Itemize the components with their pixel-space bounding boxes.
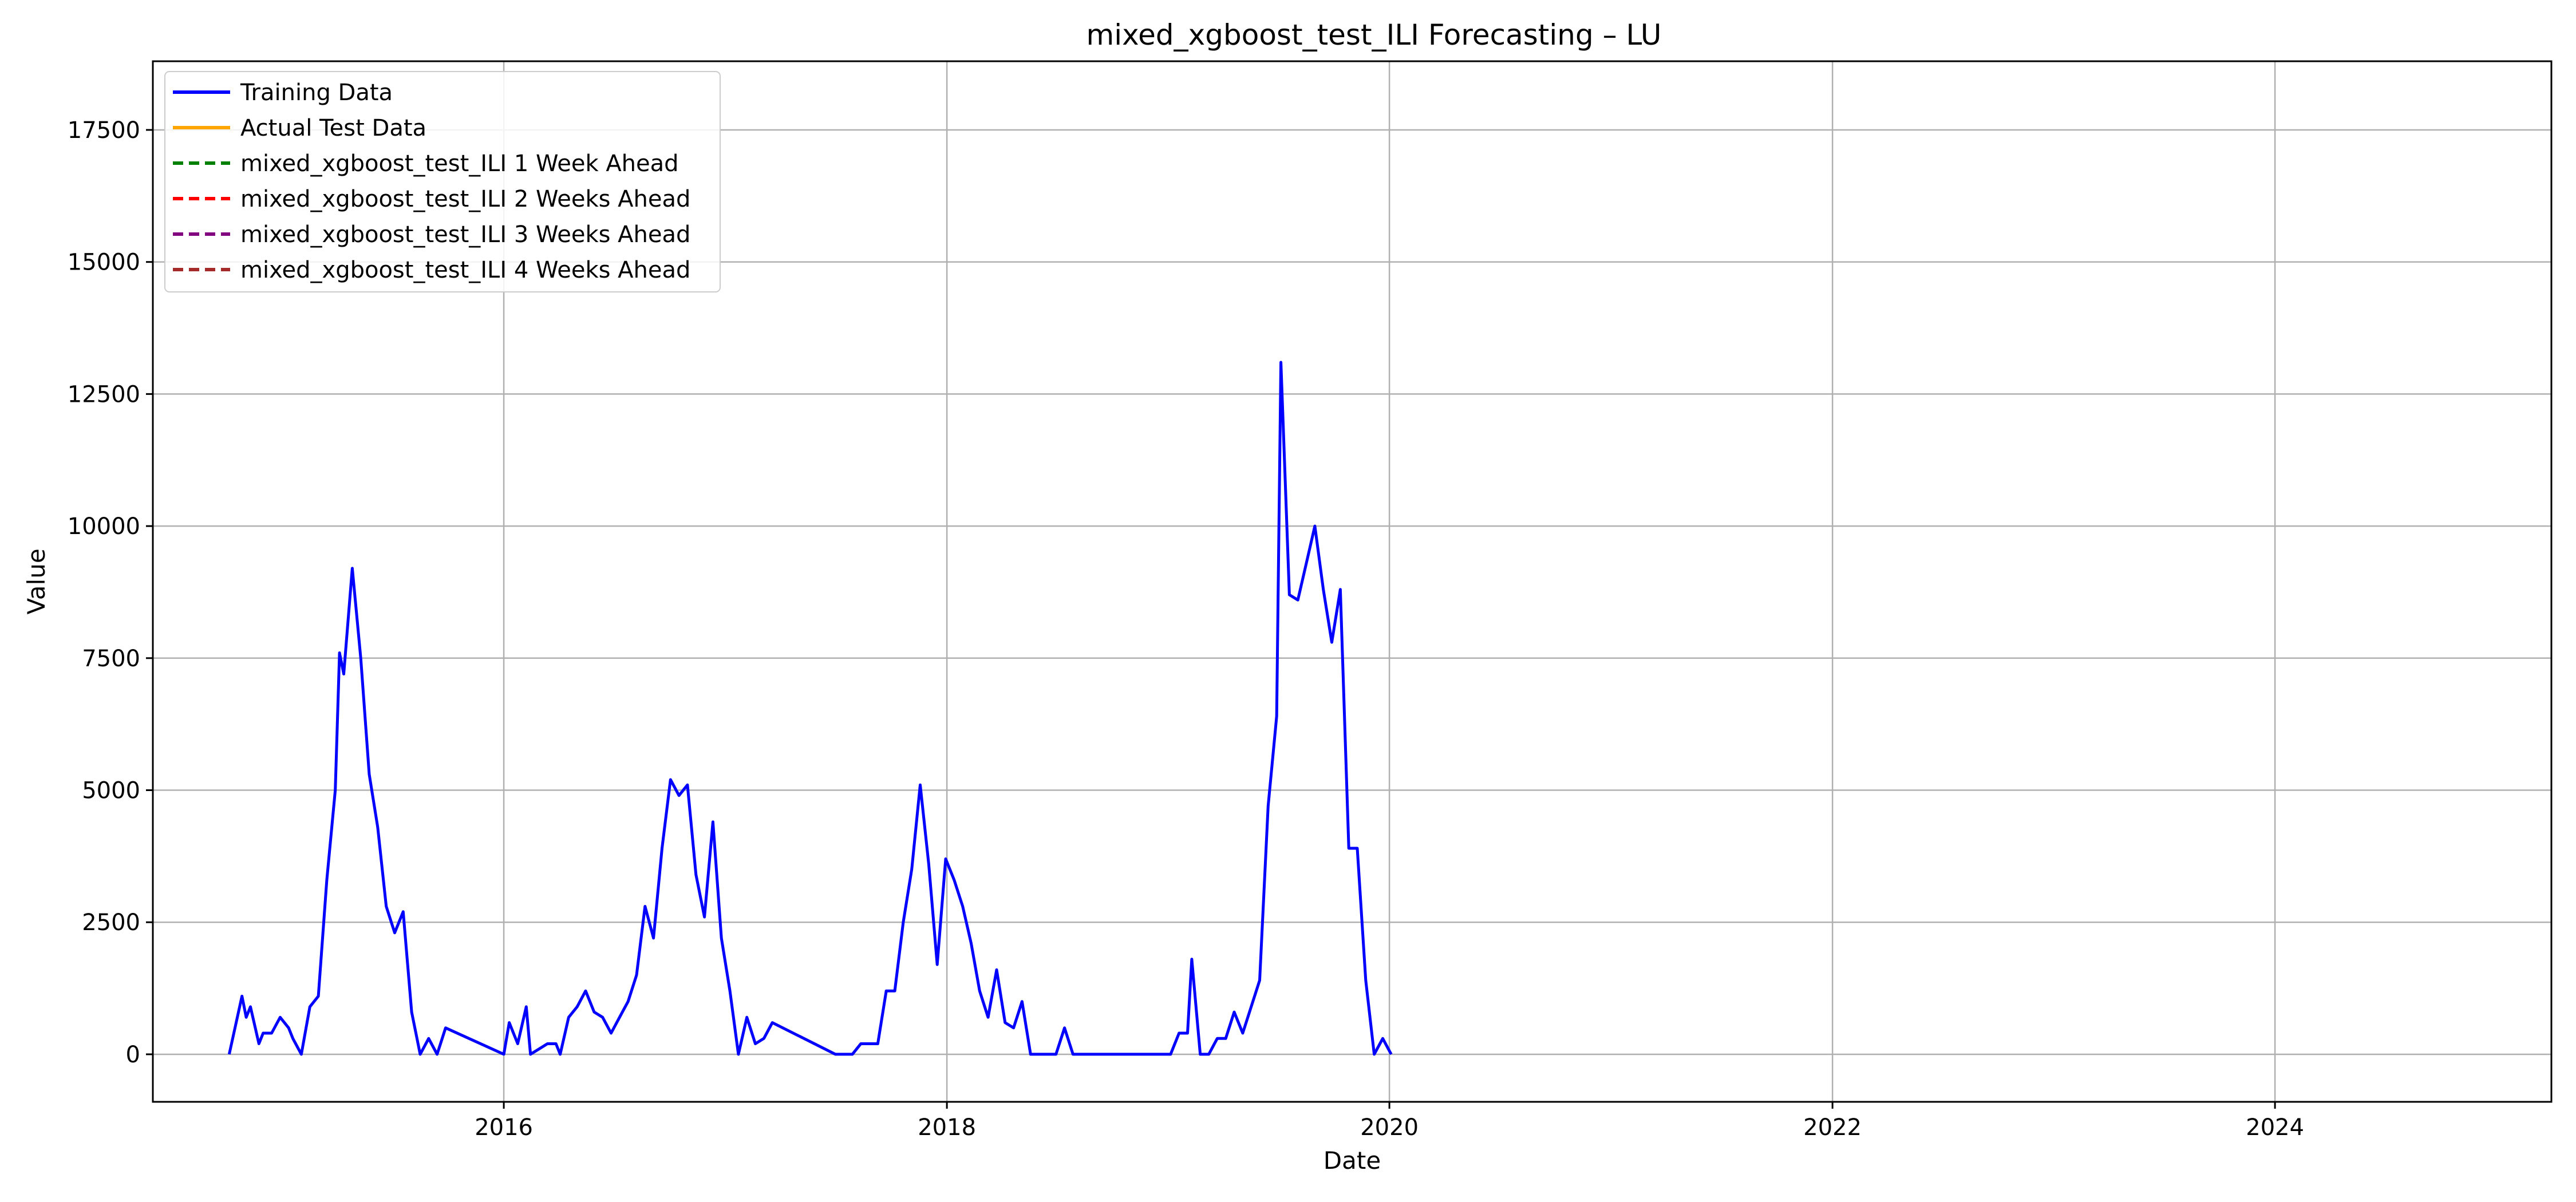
x-tick-label: 2024 <box>2246 1114 2304 1141</box>
legend-label: Training Data <box>240 80 393 106</box>
legend-label: mixed_xgboost_test_ILI 1 Week Ahead <box>240 151 679 177</box>
y-axis: 0 2500 5000 7500 10000 12500 15000 17500 <box>68 117 153 1068</box>
y-tick-label: 2500 <box>82 910 140 936</box>
legend-label: mixed_xgboost_test_ILI 4 Weeks Ahead <box>240 257 690 283</box>
y-tick-label: 17500 <box>68 117 140 144</box>
chart-title: mixed_xgboost_test_ILI Forecasting – LU <box>1086 18 1662 52</box>
legend: Training Data Actual Test Data mixed_xgboo… <box>164 71 721 292</box>
y-tick-label: 7500 <box>82 646 140 672</box>
legend-label: Actual Test Data <box>240 115 426 141</box>
x-tick-label: 2022 <box>1803 1114 1862 1141</box>
legend-label: mixed_xgboost_test_ILI 3 Weeks Ahead <box>240 222 690 248</box>
legend-label: mixed_xgboost_test_ILI 2 Weeks Ahead <box>240 186 690 212</box>
series-line-0 <box>227 361 1393 1056</box>
y-tick-label: 12500 <box>68 381 140 408</box>
plot-frame <box>152 60 2553 1103</box>
y-tick-label: 5000 <box>82 778 140 804</box>
x-axis: 2016 2018 2020 2022 2024 <box>475 1102 2304 1141</box>
x-tick-label: 2016 <box>475 1114 533 1141</box>
x-tick-label: 2018 <box>918 1114 976 1141</box>
series-layer <box>227 361 1393 1056</box>
y-tick-label: 10000 <box>68 513 140 540</box>
x-axis-label: Date <box>1323 1146 1381 1175</box>
legend-box <box>164 71 721 292</box>
y-tick-label: 15000 <box>68 250 140 276</box>
x-tick-label: 2020 <box>1360 1114 1419 1141</box>
y-tick-label: 0 <box>126 1042 140 1068</box>
y-axis-label: Value <box>22 548 50 614</box>
